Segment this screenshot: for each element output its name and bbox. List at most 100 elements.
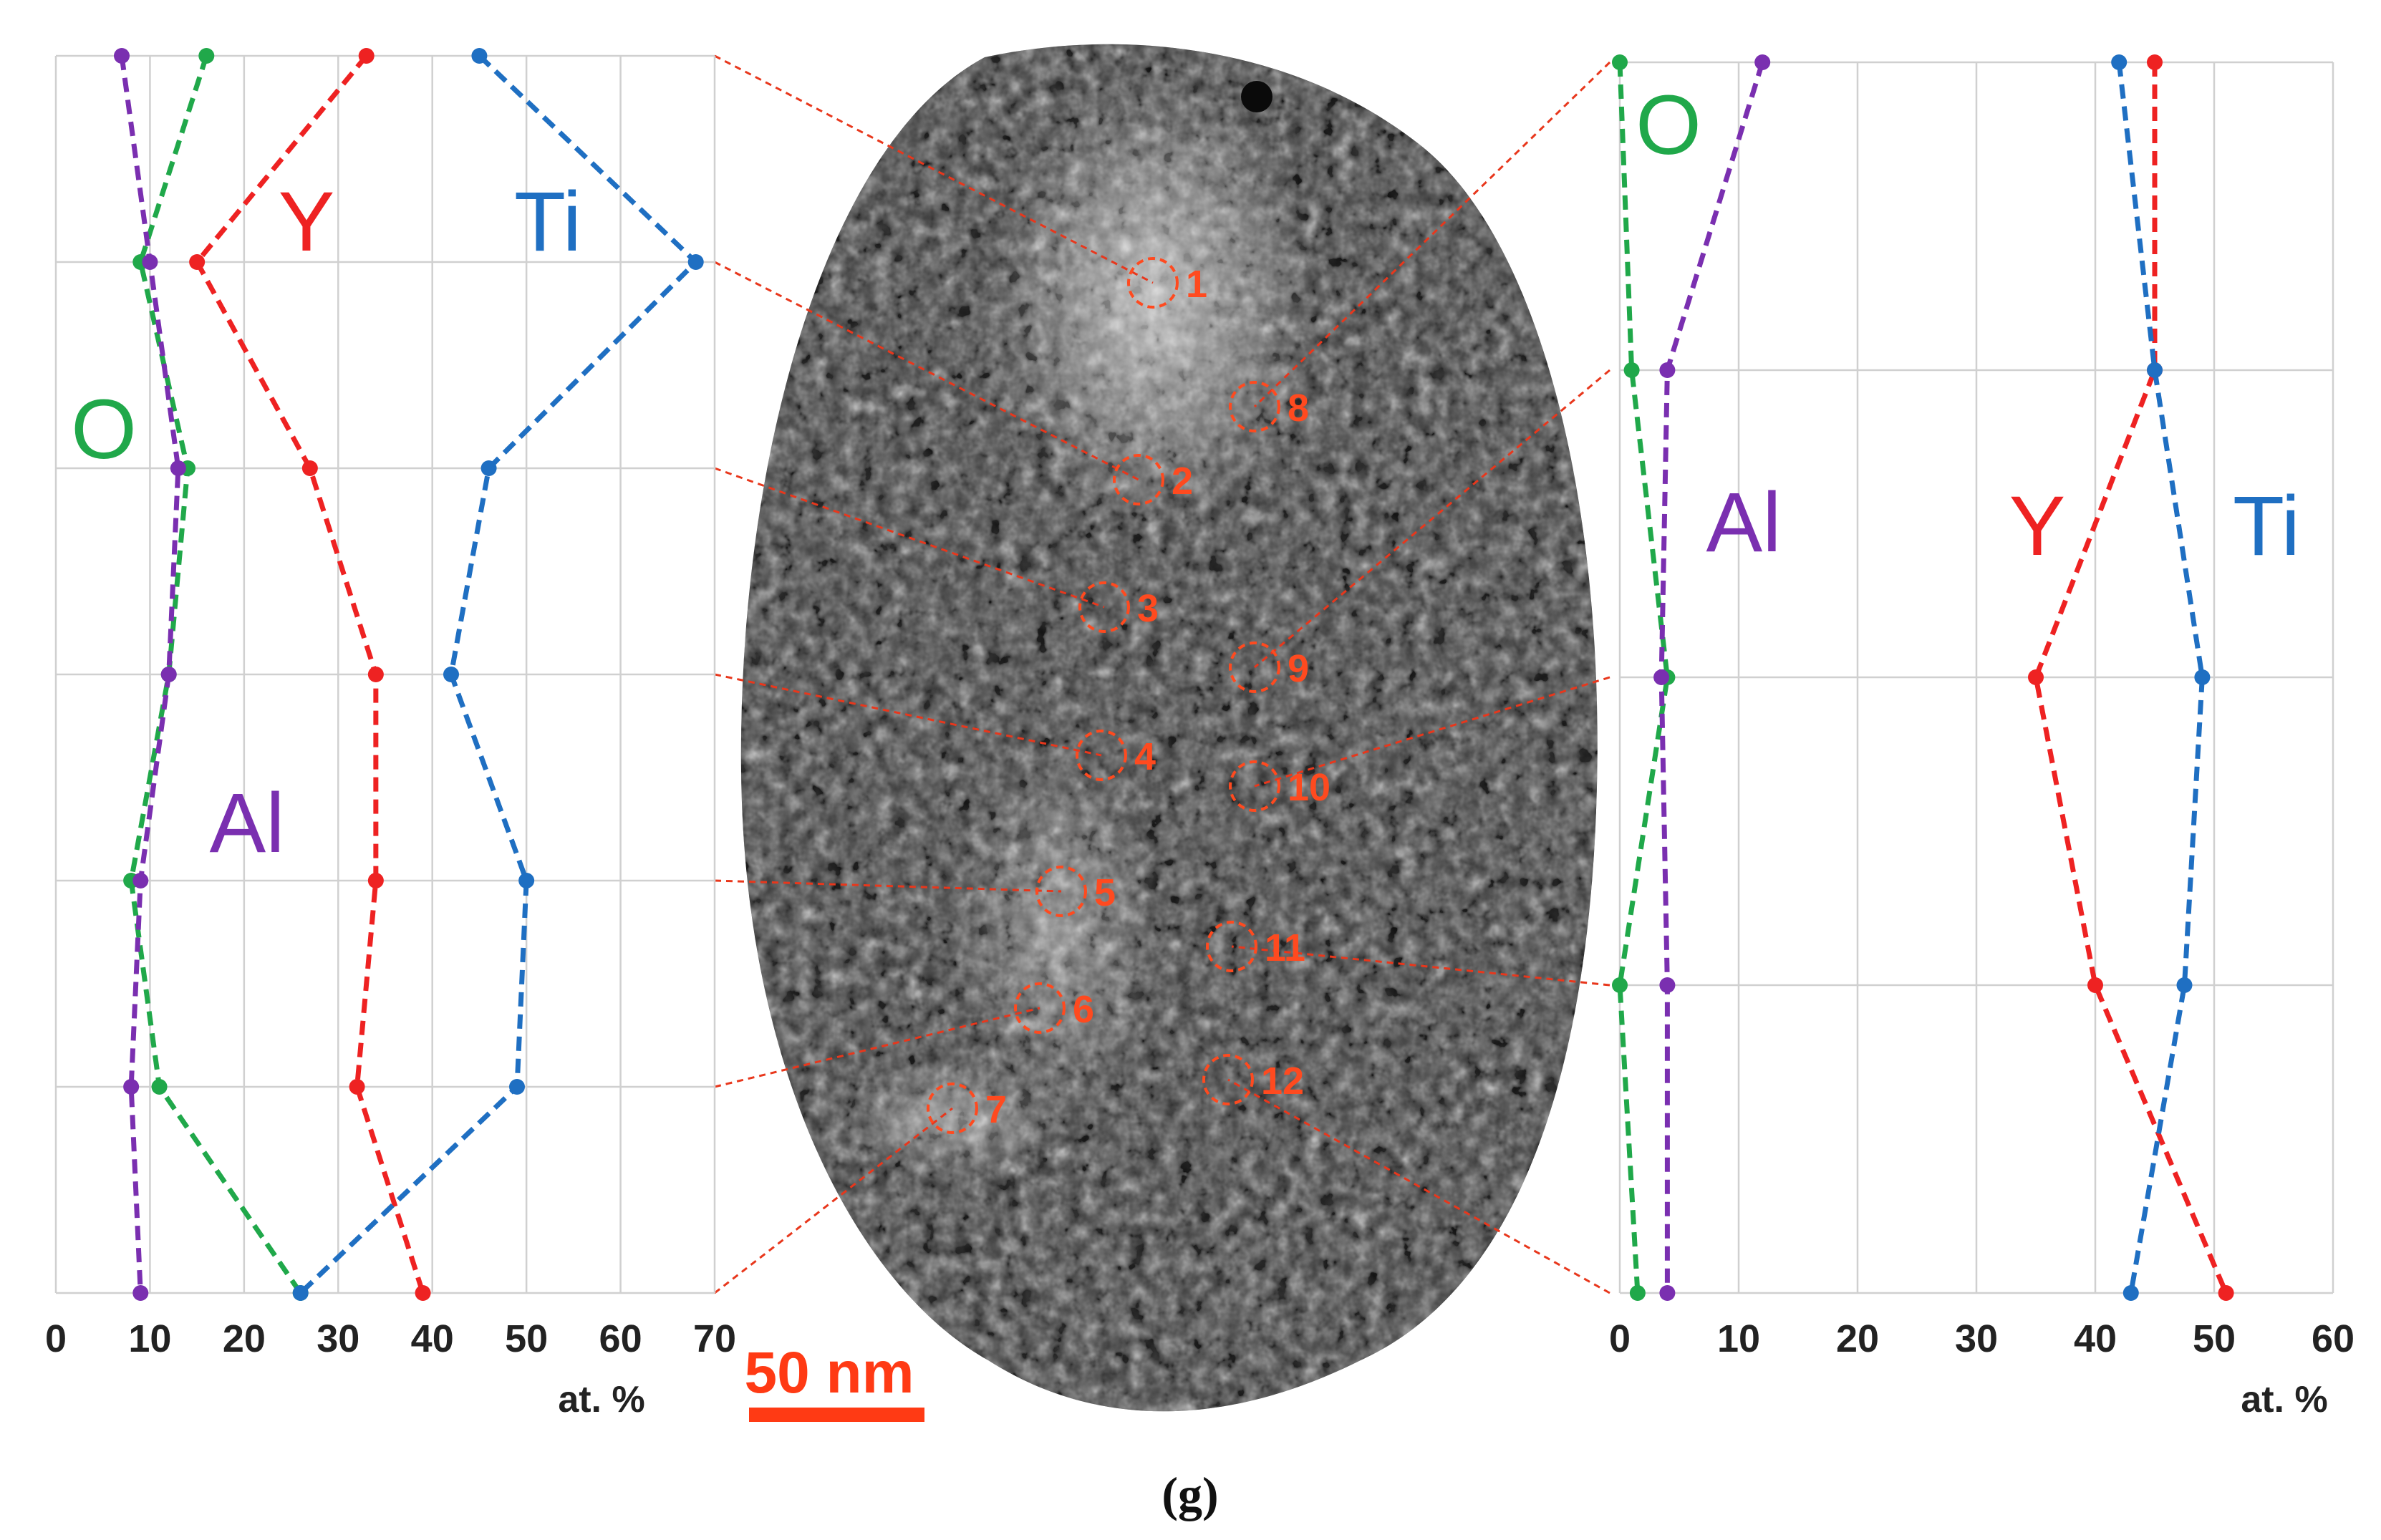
left-point-y-3 [301, 460, 318, 476]
left-point-y-5 [367, 873, 384, 888]
scale-bar-line [749, 1408, 924, 1422]
left-point-y-1 [358, 48, 375, 64]
right-point-o-9 [1623, 362, 1640, 378]
right-axis-unit-label: at. % [2241, 1379, 2327, 1420]
guide-line-spot-10 [1254, 676, 1610, 788]
right-tick-label-0: 0 [1609, 1317, 1631, 1360]
right-tick-label-30: 30 [1955, 1317, 1998, 1360]
guide-line-spot-8 [1253, 61, 1611, 408]
right-point-o-8 [1612, 54, 1628, 70]
left-tick-label-70: 70 [693, 1317, 736, 1360]
guide-line-spot-7 [714, 1107, 953, 1294]
spot-label-12: 12 [1261, 1060, 1304, 1103]
spot-label-11: 11 [1265, 926, 1305, 969]
guide-line-spot-5 [714, 879, 1062, 893]
spot-circle-1 [1127, 257, 1179, 309]
right-point-al-12 [1659, 1285, 1676, 1301]
guide-line-spot-9 [1254, 369, 1610, 669]
spot-label-4: 4 [1134, 735, 1156, 778]
left-point-al-3 [170, 460, 186, 476]
right-chart-tick-labels: 0 10 20 30 40 50 60 [1609, 1317, 2355, 1360]
spot-label-9: 9 [1288, 647, 1309, 690]
spot-circle-9 [1229, 641, 1280, 693]
left-point-al-5 [132, 873, 149, 888]
guide-line-spot-11 [1231, 945, 1610, 987]
right-point-ti-8 [2111, 54, 2128, 70]
left-point-y-2 [189, 254, 206, 270]
right-series-line-ti [2116, 62, 2205, 1294]
left-profile-chart: 0 10 20 30 40 50 60 70 at. % Y Ti O Al [45, 48, 736, 1420]
left-point-y-7 [415, 1285, 431, 1301]
left-chart-series [114, 48, 704, 1301]
right-point-y-8 [2147, 54, 2163, 70]
left-label-o: O [71, 382, 137, 477]
spot-circle-6 [1014, 982, 1066, 1034]
right-point-al-11 [1659, 977, 1676, 993]
right-point-y-11 [2087, 977, 2103, 993]
spot-circle-3 [1078, 581, 1130, 633]
left-point-ti-3 [480, 460, 497, 476]
left-point-al-1 [114, 48, 130, 64]
guide-line-spot-3 [714, 467, 1105, 609]
right-label-o: O [1636, 78, 1701, 173]
right-label-ti: Ti [2233, 479, 2300, 573]
guide-lines [714, 54, 1611, 1294]
left-tick-label-40: 40 [411, 1317, 454, 1360]
left-label-y: Y [279, 175, 335, 269]
right-point-ti-11 [2176, 977, 2193, 993]
figure-caption: (g) [1161, 1467, 1218, 1521]
right-point-al-9 [1659, 362, 1676, 378]
left-tick-label-0: 0 [45, 1317, 67, 1360]
left-point-ti-7 [292, 1285, 309, 1301]
spot-label-6: 6 [1073, 988, 1094, 1031]
guide-line-spot-12 [1227, 1078, 1610, 1294]
right-tick-label-60: 60 [2312, 1317, 2355, 1360]
spot-circle-5 [1035, 866, 1087, 917]
right-label-al: Al [1706, 475, 1782, 570]
right-point-y-10 [2028, 669, 2044, 685]
right-point-ti-12 [2122, 1285, 2139, 1301]
left-label-al: Al [210, 776, 285, 871]
left-point-al-2 [142, 254, 158, 270]
left-point-ti-4 [443, 667, 459, 682]
spot-circle-7 [927, 1083, 978, 1134]
left-point-ti-6 [509, 1079, 525, 1095]
left-tick-label-10: 10 [128, 1317, 171, 1360]
spot-circle-4 [1076, 730, 1127, 781]
spot-circle-10 [1229, 760, 1280, 812]
left-label-ti: Ti [514, 175, 581, 269]
right-tick-label-10: 10 [1717, 1317, 1760, 1360]
spot-circle-2 [1113, 454, 1164, 505]
left-point-o-1 [198, 48, 215, 64]
right-tick-label-40: 40 [2074, 1317, 2117, 1360]
right-point-ti-9 [2147, 362, 2163, 378]
tem-micrograph [740, 44, 1598, 1412]
right-point-y-12 [2218, 1285, 2234, 1301]
right-point-o-12 [1629, 1285, 1646, 1301]
left-point-ti-5 [518, 873, 535, 888]
right-tick-label-20: 20 [1836, 1317, 1879, 1360]
left-point-y-4 [367, 667, 384, 682]
left-axis-unit-label: at. % [558, 1379, 644, 1420]
left-point-al-4 [160, 667, 177, 682]
right-series-line-y [2033, 62, 2228, 1294]
right-tick-label-50: 50 [2193, 1317, 2236, 1360]
right-profile-chart: 0 10 20 30 40 50 60 at. % O Al Y Ti [1609, 54, 2355, 1420]
right-label-y: Y [2009, 479, 2066, 573]
spot-circle-11 [1206, 921, 1257, 972]
left-point-ti-2 [687, 254, 704, 270]
left-chart-grid [54, 54, 716, 1294]
left-tick-label-60: 60 [599, 1317, 642, 1360]
guide-line-spot-4 [714, 673, 1102, 757]
guide-line-spot-6 [714, 1007, 1040, 1088]
spot-circle-8 [1229, 381, 1280, 432]
left-point-al-7 [132, 1285, 149, 1301]
left-tick-label-20: 20 [223, 1317, 266, 1360]
spot-label-5: 5 [1094, 871, 1116, 914]
right-point-al-8 [1754, 54, 1771, 70]
spot-circle-12 [1202, 1054, 1254, 1105]
spot-label-7: 7 [985, 1088, 1007, 1131]
spot-label-8: 8 [1288, 387, 1309, 430]
